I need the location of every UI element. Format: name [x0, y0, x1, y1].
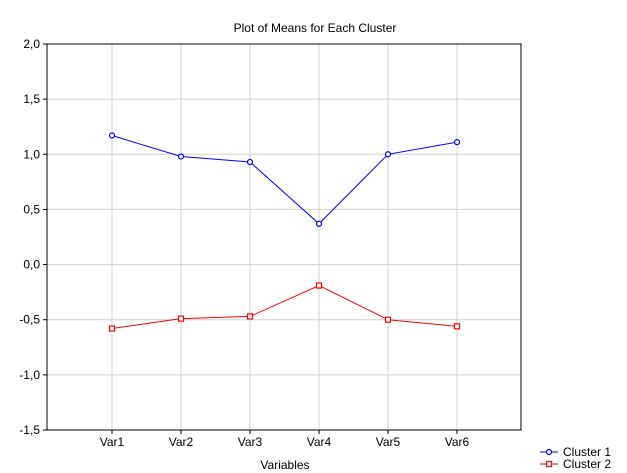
data-point	[453, 139, 461, 146]
y-tick-label: 2,0	[23, 37, 40, 51]
series-line-1	[111, 135, 458, 225]
data-point	[315, 220, 323, 227]
data-point	[384, 151, 392, 158]
x-tick-label: Var1	[100, 435, 125, 449]
series-line-2	[111, 284, 458, 330]
y-axis: 2,0 1,5 1,0 0,5 0,0 -0,5 -1,0 -1,5	[19, 37, 47, 437]
y-tick-label: -1,5	[19, 423, 40, 437]
x-tick-label: Var4	[307, 435, 332, 449]
data-point	[384, 316, 392, 323]
x-tick-label: Var6	[445, 435, 470, 449]
data-point	[246, 158, 254, 166]
legend-marker-2	[545, 460, 553, 468]
data-point	[246, 313, 254, 320]
x-axis-title: Variables	[260, 458, 309, 472]
legend-marker-1	[545, 448, 553, 456]
chart-title: Plot of Means for Each Cluster	[234, 21, 397, 35]
data-point	[177, 315, 185, 322]
y-tick-label: 0,5	[23, 202, 40, 216]
y-tick-label: 0,0	[23, 258, 40, 272]
x-tick-label: Var3	[238, 435, 263, 449]
legend-label-1: Cluster 1	[563, 445, 611, 459]
grid-lines	[47, 44, 521, 430]
data-point	[177, 153, 185, 160]
x-tick-label: Var5	[376, 435, 401, 449]
data-point	[108, 325, 116, 332]
x-tick-label: Var2	[169, 435, 194, 449]
data-point	[453, 323, 461, 330]
data-point	[315, 282, 323, 289]
y-tick-label: -1,0	[19, 368, 40, 382]
y-tick-label: 1,5	[23, 92, 40, 106]
x-axis: Var1 Var2 Var3 Var4 Var5 Var6	[100, 430, 470, 449]
series-lines	[108, 132, 461, 332]
legend-label-2: Cluster 2	[563, 457, 611, 471]
y-tick-label: 1,0	[23, 147, 40, 161]
data-point	[108, 132, 116, 139]
y-tick-label: -0,5	[19, 313, 40, 327]
plot-frame	[46, 43, 522, 431]
